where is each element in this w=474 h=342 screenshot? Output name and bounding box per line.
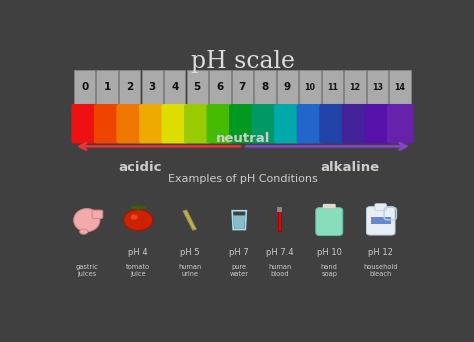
- FancyBboxPatch shape: [72, 104, 98, 144]
- Polygon shape: [183, 210, 196, 230]
- Text: 1: 1: [103, 82, 111, 92]
- FancyBboxPatch shape: [229, 104, 255, 144]
- Ellipse shape: [80, 229, 88, 234]
- Bar: [187, 70, 208, 104]
- Text: 5: 5: [194, 82, 201, 92]
- Text: pH 7: pH 7: [229, 248, 249, 257]
- Text: 14: 14: [394, 83, 406, 92]
- Ellipse shape: [73, 209, 100, 232]
- FancyBboxPatch shape: [387, 104, 413, 144]
- Text: human
urine: human urine: [178, 264, 201, 277]
- FancyBboxPatch shape: [94, 104, 120, 144]
- Text: neutral: neutral: [216, 132, 270, 145]
- FancyBboxPatch shape: [323, 204, 336, 208]
- Text: 0: 0: [81, 82, 88, 92]
- FancyBboxPatch shape: [252, 104, 278, 144]
- FancyBboxPatch shape: [342, 104, 368, 144]
- FancyBboxPatch shape: [162, 104, 188, 144]
- Circle shape: [124, 210, 153, 231]
- Text: alkaline: alkaline: [320, 161, 379, 174]
- Bar: [371, 217, 391, 224]
- Text: human
blood: human blood: [268, 264, 292, 277]
- Text: pH 5: pH 5: [180, 248, 200, 257]
- Text: household
bleach: household bleach: [364, 264, 398, 277]
- FancyBboxPatch shape: [375, 203, 387, 211]
- Text: acidic: acidic: [118, 161, 162, 174]
- Text: gastric
juices: gastric juices: [75, 264, 98, 277]
- Bar: [164, 70, 185, 104]
- Polygon shape: [233, 215, 245, 229]
- Text: 2: 2: [126, 82, 133, 92]
- Bar: [277, 207, 282, 212]
- Circle shape: [130, 215, 138, 220]
- Text: pH scale: pH scale: [191, 50, 295, 73]
- Bar: [344, 70, 366, 104]
- Bar: [119, 70, 140, 104]
- FancyBboxPatch shape: [297, 104, 323, 144]
- Bar: [299, 70, 321, 104]
- FancyBboxPatch shape: [184, 104, 210, 144]
- Bar: [74, 70, 95, 104]
- Text: pH 4: pH 4: [128, 248, 148, 257]
- FancyBboxPatch shape: [316, 208, 343, 236]
- Bar: [389, 70, 411, 104]
- Text: 6: 6: [216, 82, 223, 92]
- FancyBboxPatch shape: [366, 207, 395, 235]
- Bar: [277, 70, 298, 104]
- Text: pH 10: pH 10: [317, 248, 342, 257]
- Text: 8: 8: [261, 82, 269, 92]
- Text: 10: 10: [304, 83, 316, 92]
- Bar: [97, 70, 118, 104]
- FancyBboxPatch shape: [92, 210, 103, 219]
- Text: 9: 9: [284, 82, 291, 92]
- Text: 7: 7: [239, 82, 246, 92]
- Text: 13: 13: [372, 83, 383, 92]
- Text: 3: 3: [149, 82, 156, 92]
- Text: 12: 12: [349, 83, 361, 92]
- Text: Examples of pH Conditions: Examples of pH Conditions: [168, 174, 318, 184]
- Text: 4: 4: [171, 82, 179, 92]
- Text: tomato
juice: tomato juice: [126, 264, 150, 277]
- Text: pH 7.4: pH 7.4: [266, 248, 293, 257]
- Text: 11: 11: [327, 83, 338, 92]
- Bar: [232, 70, 253, 104]
- Text: pH 12: pH 12: [368, 248, 393, 257]
- Bar: [142, 70, 163, 104]
- Text: pure
water: pure water: [230, 264, 249, 277]
- Bar: [254, 70, 275, 104]
- FancyBboxPatch shape: [117, 104, 143, 144]
- Bar: [278, 209, 281, 231]
- Bar: [322, 70, 343, 104]
- Bar: [327, 206, 331, 211]
- Text: hand
soap: hand soap: [321, 264, 337, 277]
- FancyBboxPatch shape: [319, 104, 346, 144]
- FancyBboxPatch shape: [274, 104, 301, 144]
- FancyBboxPatch shape: [207, 104, 233, 144]
- FancyBboxPatch shape: [139, 104, 165, 144]
- Bar: [367, 70, 388, 104]
- Bar: [209, 70, 230, 104]
- FancyBboxPatch shape: [365, 104, 391, 144]
